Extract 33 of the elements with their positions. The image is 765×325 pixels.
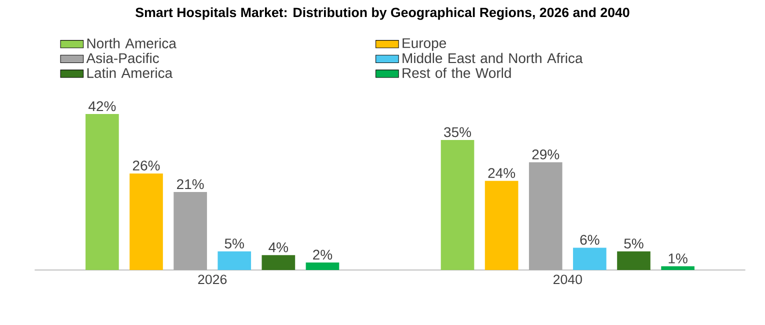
- data-label: 21%: [177, 179, 204, 190]
- bar: [661, 266, 694, 270]
- legend-label: Latin America: [87, 68, 173, 78]
- data-label: 26%: [132, 160, 160, 171]
- legend-label: Rest of the World: [402, 68, 511, 78]
- bar: [440, 140, 474, 270]
- data-label: 1%: [668, 254, 688, 264]
- data-label: 42%: [88, 101, 116, 112]
- bar: [528, 162, 562, 270]
- data-label: 29%: [532, 149, 560, 160]
- data-label: 5%: [224, 238, 244, 248]
- data-label: 35%: [444, 127, 472, 138]
- bar: [306, 262, 340, 270]
- legend-label: North America: [87, 38, 176, 48]
- data-label: 4%: [268, 242, 288, 252]
- bar: [130, 173, 163, 270]
- legend-label: Europe: [402, 38, 446, 51]
- bar: [174, 192, 207, 270]
- bar: [617, 251, 650, 270]
- bar: [484, 180, 518, 270]
- bar: [262, 255, 296, 270]
- data-label: 6%: [580, 234, 600, 245]
- data-label: 24%: [488, 168, 516, 178]
- bar: [86, 114, 119, 270]
- x-tick-label: 2026: [198, 274, 227, 284]
- chart-title: Smart Hospitals Market: Distribution by Geographical Regions, 2026 and 2040: [136, 7, 630, 20]
- x-tick-label: 2040: [554, 274, 582, 284]
- legend-label: Asia-Pacific: [86, 52, 159, 64]
- data-label: 5%: [624, 238, 644, 248]
- bar: [218, 251, 252, 270]
- legend-label: Middle East and North Africa: [402, 52, 583, 64]
- bar: [573, 248, 606, 270]
- data-label: 2%: [313, 250, 332, 260]
